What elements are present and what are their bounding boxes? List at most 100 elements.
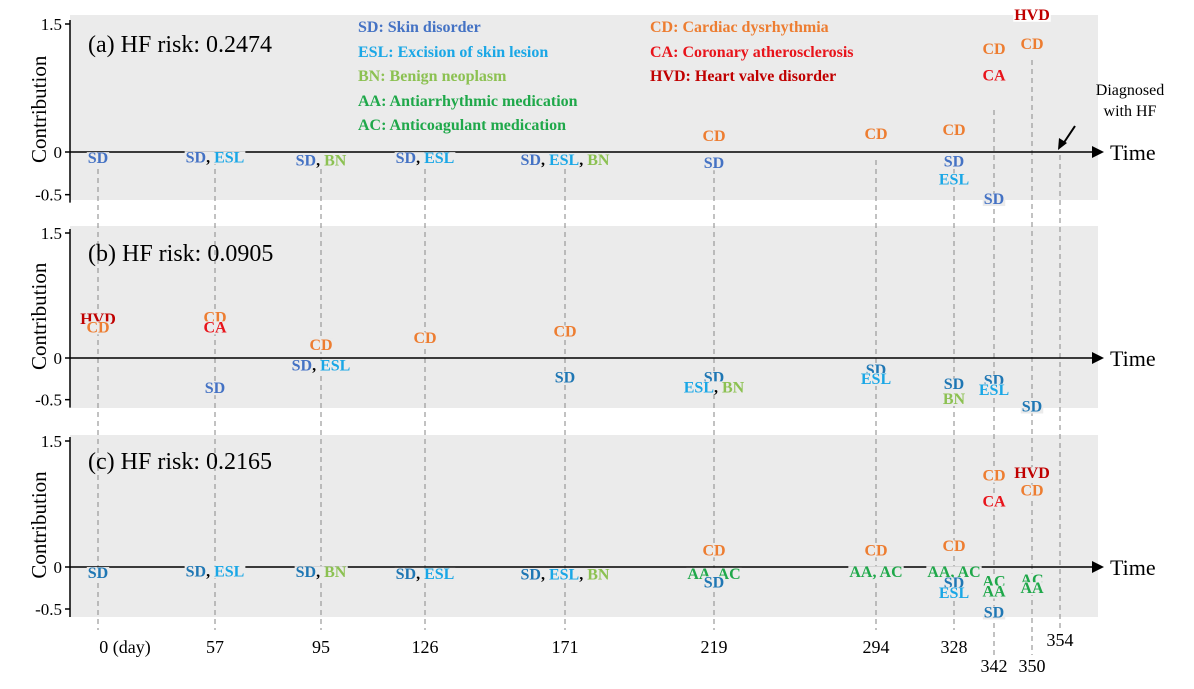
event-part: CD [1020, 36, 1043, 53]
event-part: BN [943, 391, 966, 408]
event-part: BN [587, 152, 610, 169]
event-label: CD [1020, 36, 1043, 53]
diagnosis-annotation-line1: Diagnosed [1096, 82, 1164, 99]
event-label-backdrop [702, 371, 726, 385]
event-part: AA [1020, 580, 1044, 597]
event-part: ESL [424, 150, 454, 167]
legend-entry: CD: Cardiac dysrhythmia [650, 19, 829, 36]
event-part: CD [702, 542, 725, 559]
event-label-backdrop [981, 69, 1007, 83]
event-label: SD, ESL [396, 566, 455, 583]
event-part: , [316, 564, 324, 581]
time-tick-label: 126 [412, 637, 439, 657]
event-label: SD, ESL [292, 358, 351, 375]
event-label: SD [984, 191, 1004, 208]
event-label: SD [704, 574, 724, 591]
event-label: ESL, BN [684, 379, 745, 396]
event-label-backdrop [982, 193, 1006, 207]
event-part: AA [982, 584, 1006, 601]
event-label: CA [982, 67, 1006, 84]
event-part: CD [553, 324, 576, 341]
event-part: , [312, 358, 320, 375]
event-label-backdrop [184, 565, 246, 579]
event-label-backdrop [982, 606, 1006, 620]
panel-c-risk-text: HF risk: 0.2165 [121, 449, 272, 475]
event-part: SD [704, 155, 724, 172]
panel-c-time-arrow [1092, 561, 1104, 573]
event-label-backdrop [863, 544, 889, 558]
event-label: CD [982, 468, 1005, 485]
event-part: SD [944, 376, 964, 393]
event-part: SD [292, 358, 312, 375]
event-part: CD [982, 468, 1005, 485]
panel-a-y-tick-label: -0.5 [35, 186, 62, 205]
event-label: ESL [939, 171, 969, 188]
event-label: SD, BN [296, 153, 347, 170]
event-label: CD [413, 330, 436, 347]
event-part: SD [396, 150, 416, 167]
event-label-backdrop [1019, 484, 1045, 498]
event-part: SD [984, 605, 1004, 622]
event-label: SD [1022, 399, 1042, 416]
event-label-backdrop [290, 359, 352, 373]
event-label-backdrop [86, 152, 110, 166]
event-label-backdrop [308, 338, 334, 352]
panel-c-letter: (c) [88, 449, 121, 475]
panel-b-y-label: Contribution [27, 262, 51, 370]
event-label-backdrop [202, 311, 228, 325]
event-part: AA, AC [687, 566, 740, 583]
event-label: ESL [939, 585, 969, 602]
event-label-backdrop [937, 587, 971, 601]
event-label-backdrop [553, 371, 577, 385]
event-part: CA [982, 67, 1006, 84]
event-label: AA, AC [849, 564, 902, 581]
event-part: BN [587, 567, 610, 584]
event-label: SD [944, 154, 964, 171]
event-label-backdrop [848, 566, 904, 580]
event-part: , [541, 152, 549, 169]
event-part: , [579, 152, 587, 169]
event-label-backdrop [1019, 582, 1045, 596]
event-label: CD [1020, 483, 1043, 500]
event-label: HVD [1014, 7, 1050, 24]
event-label-backdrop [184, 151, 246, 165]
event-label: ESL [979, 382, 1009, 399]
event-label-backdrop [519, 568, 611, 582]
event-label: SD, BN [296, 564, 347, 581]
panel-c-background [70, 435, 1098, 617]
event-label-backdrop [942, 577, 966, 591]
event-label-backdrop [1019, 37, 1045, 51]
panel-b-y-tick-label: 1.5 [41, 224, 62, 243]
event-label-backdrop [1013, 8, 1051, 22]
panel-a-risk-text: HF risk: 0.2474 [121, 32, 272, 58]
event-part: SD [944, 154, 964, 171]
event-part: SD [704, 574, 724, 591]
event-label: AA, AC [927, 564, 980, 581]
event-label-backdrop [941, 123, 967, 137]
event-part: CD [942, 122, 965, 139]
event-part: CD [864, 126, 887, 143]
event-label-backdrop [294, 566, 348, 580]
event-label-backdrop [394, 567, 456, 581]
event-label-backdrop [942, 378, 966, 391]
event-label-backdrop [859, 373, 893, 386]
time-tick-label: 171 [552, 637, 579, 657]
event-part: AA, AC [849, 564, 902, 581]
event-label-backdrop [941, 540, 967, 554]
event-label-backdrop [977, 383, 1011, 397]
legend-entry: HVD: Heart valve disorder [650, 68, 836, 85]
time-tick-label: 0 (day) [99, 637, 150, 658]
event-label-backdrop [702, 576, 726, 590]
event-label: CA [203, 319, 227, 336]
event-label-backdrop [519, 153, 611, 167]
event-part: ESL [424, 566, 454, 583]
event-label: CD [702, 542, 725, 559]
event-part: CD [864, 542, 887, 559]
event-part: CD [702, 128, 725, 145]
panel-c-y-tick-label: -0.5 [35, 600, 62, 619]
legend-entry: AC: Anticoagulant medication [358, 117, 566, 134]
event-label-backdrop [203, 382, 227, 396]
event-label-backdrop [412, 332, 438, 346]
event-part: ESL [214, 563, 244, 580]
